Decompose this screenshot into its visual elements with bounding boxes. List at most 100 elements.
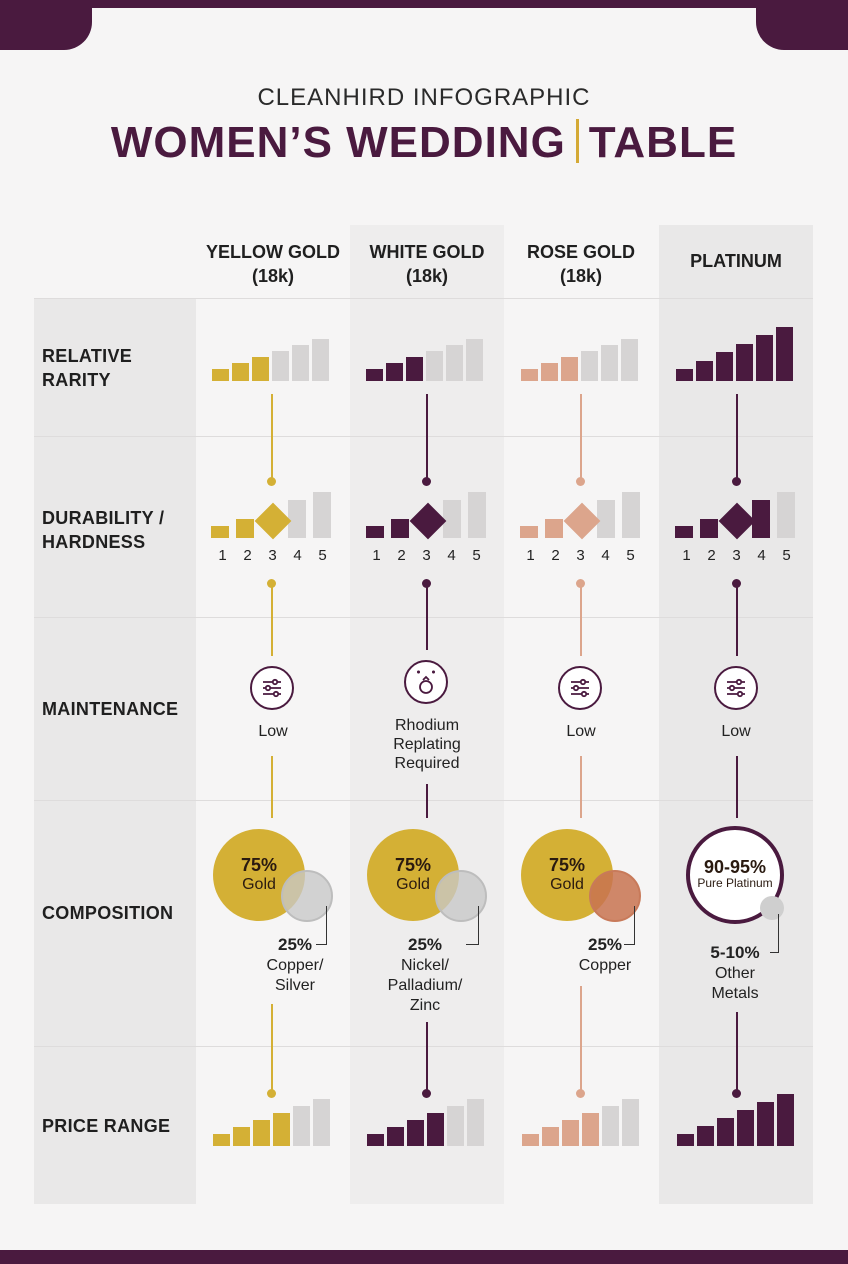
- price-bar: [387, 1127, 404, 1146]
- rarity-bar: [521, 369, 538, 381]
- rarity-bar: [756, 335, 773, 381]
- rarity-bar: [386, 363, 403, 381]
- price-bar: [407, 1120, 424, 1146]
- composition-alloy-circle: [435, 870, 487, 922]
- price-bar: [677, 1134, 694, 1146]
- rarity-bar: [776, 326, 793, 381]
- price-bars-rose-gold: [522, 1099, 639, 1146]
- scale-number: 3: [732, 547, 741, 564]
- title-separator: [575, 119, 579, 163]
- price-bar: [273, 1113, 290, 1146]
- connector-line: [271, 1004, 273, 1090]
- column-header-yellow-gold: YELLOW GOLD (18k): [206, 242, 340, 286]
- durability-bar: [777, 492, 795, 538]
- connector-line: [580, 756, 582, 818]
- leader-line: [770, 914, 779, 953]
- connector-line: [580, 986, 582, 1090]
- title-right: TABLE: [588, 118, 738, 167]
- row-divider: [34, 436, 813, 437]
- title-left: WOMEN’S WEDDING: [110, 118, 566, 167]
- connector-dot: [576, 1089, 585, 1098]
- durability-bar: [468, 492, 486, 538]
- scale-number: 1: [682, 547, 691, 564]
- rarity-bar: [621, 339, 638, 381]
- rarity-bar: [541, 363, 558, 381]
- price-bar: [582, 1113, 599, 1146]
- maintenance-text-yellow-gold: Low: [258, 723, 288, 740]
- scale-number: 1: [372, 547, 381, 564]
- rarity-bar: [716, 352, 733, 381]
- connector-dot: [576, 579, 585, 588]
- connector-line: [580, 394, 582, 478]
- column-header-white-gold: WHITE GOLD (18k): [369, 242, 485, 286]
- connector-dot: [732, 477, 741, 486]
- scale-number: 4: [601, 547, 610, 564]
- price-bar: [717, 1118, 734, 1146]
- composition-alloy-circle: [589, 870, 641, 922]
- price-bar: [213, 1134, 230, 1146]
- connector-dot: [576, 477, 585, 486]
- durability-bar: [597, 500, 615, 538]
- scale-number: 2: [707, 547, 716, 564]
- price-bar: [522, 1134, 539, 1146]
- row-divider: [34, 298, 813, 299]
- scale-number: 4: [447, 547, 456, 564]
- rarity-bar: [581, 351, 598, 381]
- price-bar: [367, 1134, 384, 1146]
- corner-tab-right: [756, 0, 848, 50]
- durability-bar: [288, 500, 306, 538]
- price-bars-platinum: [677, 1094, 794, 1146]
- durability-bar: [236, 519, 254, 538]
- rarity-bar: [312, 339, 329, 381]
- price-bar: [777, 1094, 794, 1146]
- durability-bar: [391, 519, 409, 538]
- price-bars-yellow-gold: [213, 1099, 330, 1146]
- rarity-bars-yellow-gold: [212, 336, 329, 381]
- composition-alloy-text-platinum: 5-10% Other Metals: [710, 943, 760, 1002]
- durability-chart-rose-gold: [520, 488, 645, 540]
- scale-number: 1: [218, 547, 227, 564]
- rarity-bars-white-gold: [366, 336, 483, 381]
- rarity-bar: [426, 351, 443, 381]
- durability-bar: [752, 500, 770, 538]
- scale-number: 5: [318, 547, 327, 564]
- durability-chart-platinum: [675, 488, 800, 540]
- durability-bar: [211, 526, 229, 538]
- durability-bar: [520, 526, 538, 538]
- rarity-bar: [676, 369, 693, 381]
- leader-line: [466, 906, 479, 945]
- composition-alloy-circle: [760, 896, 784, 920]
- durability-bar: [443, 500, 461, 538]
- sliders-icon: [250, 666, 294, 710]
- price-bar: [467, 1099, 484, 1146]
- durability-marker-diamond: [254, 502, 292, 540]
- rarity-bar: [252, 357, 269, 381]
- connector-line: [736, 1012, 738, 1090]
- kicker-title: CLEANHIRD INFOGRAPHIC: [257, 84, 591, 111]
- rarity-bars-rose-gold: [521, 336, 638, 381]
- rarity-bar: [232, 363, 249, 381]
- composition-alloy-text-rose-gold: 25% Copper: [578, 935, 632, 974]
- scale-number: 5: [626, 547, 635, 564]
- scale-number: 4: [757, 547, 766, 564]
- row-divider: [34, 1046, 813, 1047]
- price-bar: [697, 1126, 714, 1146]
- durability-marker-diamond: [563, 502, 601, 540]
- rarity-bar: [561, 357, 578, 381]
- row-divider: [34, 617, 813, 618]
- connector-dot: [732, 1089, 741, 1098]
- column-header-platinum: PLATINUM: [690, 251, 782, 271]
- leader-line: [316, 906, 327, 945]
- connector-line: [426, 584, 428, 650]
- scale-number: 2: [551, 547, 560, 564]
- price-bar: [562, 1120, 579, 1146]
- scale-number: 2: [397, 547, 406, 564]
- maintenance-text-rose-gold: Low: [566, 723, 596, 740]
- rarity-bar: [601, 345, 618, 381]
- connector-dot: [732, 579, 741, 588]
- price-bar: [233, 1127, 250, 1146]
- connector-line: [580, 584, 582, 656]
- row-label-composition: COMPOSITION: [42, 903, 174, 923]
- maintenance-text-platinum: Low: [721, 723, 751, 740]
